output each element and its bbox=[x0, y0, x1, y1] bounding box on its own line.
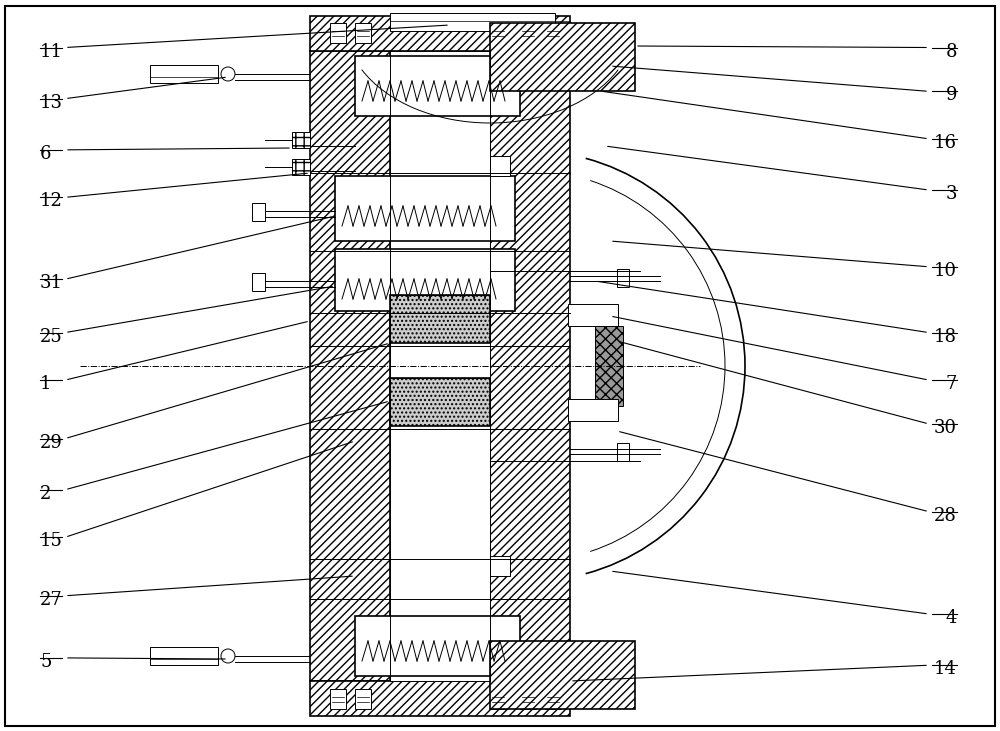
Bar bbox=[355, 56, 520, 116]
Bar bbox=[252, 203, 265, 221]
Text: 8: 8 bbox=[946, 42, 957, 61]
Text: 28: 28 bbox=[934, 507, 957, 525]
Bar bbox=[490, 556, 510, 576]
Bar bbox=[490, 23, 635, 91]
Text: 11: 11 bbox=[40, 42, 63, 61]
Bar bbox=[335, 249, 515, 311]
Text: 9: 9 bbox=[946, 86, 957, 105]
Bar bbox=[617, 443, 629, 461]
Bar bbox=[335, 176, 515, 241]
Bar bbox=[520, 23, 536, 43]
Bar bbox=[292, 159, 310, 175]
Bar bbox=[150, 647, 218, 665]
Bar bbox=[595, 326, 623, 406]
Text: 31: 31 bbox=[40, 274, 63, 292]
Bar bbox=[520, 689, 536, 709]
Bar bbox=[490, 156, 510, 176]
Bar bbox=[390, 378, 490, 426]
Bar bbox=[310, 16, 570, 51]
Bar bbox=[310, 51, 390, 681]
Bar bbox=[330, 23, 346, 43]
Text: 6: 6 bbox=[40, 145, 52, 163]
Text: 4: 4 bbox=[946, 609, 957, 627]
Text: 10: 10 bbox=[934, 262, 957, 280]
Text: 18: 18 bbox=[934, 327, 957, 346]
Text: 1: 1 bbox=[40, 375, 52, 393]
Text: 13: 13 bbox=[40, 94, 63, 112]
Bar bbox=[355, 23, 371, 43]
Text: 7: 7 bbox=[946, 375, 957, 393]
Text: 15: 15 bbox=[40, 532, 63, 550]
Bar bbox=[490, 51, 570, 681]
Bar bbox=[252, 273, 265, 291]
Bar bbox=[490, 23, 506, 43]
Text: 14: 14 bbox=[934, 660, 957, 678]
Text: 3: 3 bbox=[946, 185, 957, 203]
Bar bbox=[150, 65, 218, 83]
Bar bbox=[355, 689, 371, 709]
Bar bbox=[568, 304, 618, 326]
Bar bbox=[490, 689, 506, 709]
Text: 27: 27 bbox=[40, 591, 63, 609]
Text: 5: 5 bbox=[40, 653, 51, 671]
Bar bbox=[292, 132, 310, 148]
Text: 12: 12 bbox=[40, 192, 63, 211]
Bar bbox=[568, 399, 618, 421]
Bar bbox=[390, 13, 555, 31]
Bar bbox=[355, 616, 520, 676]
Bar bbox=[310, 681, 570, 716]
Text: 30: 30 bbox=[934, 419, 957, 437]
Bar bbox=[545, 689, 561, 709]
Bar bbox=[330, 689, 346, 709]
Bar bbox=[390, 295, 490, 343]
Text: 16: 16 bbox=[934, 134, 957, 152]
Text: 2: 2 bbox=[40, 485, 51, 503]
Bar bbox=[390, 51, 490, 681]
Text: 29: 29 bbox=[40, 433, 63, 452]
Bar bbox=[490, 641, 635, 709]
Bar bbox=[617, 269, 629, 287]
Bar bbox=[545, 23, 561, 43]
Text: 25: 25 bbox=[40, 327, 63, 346]
